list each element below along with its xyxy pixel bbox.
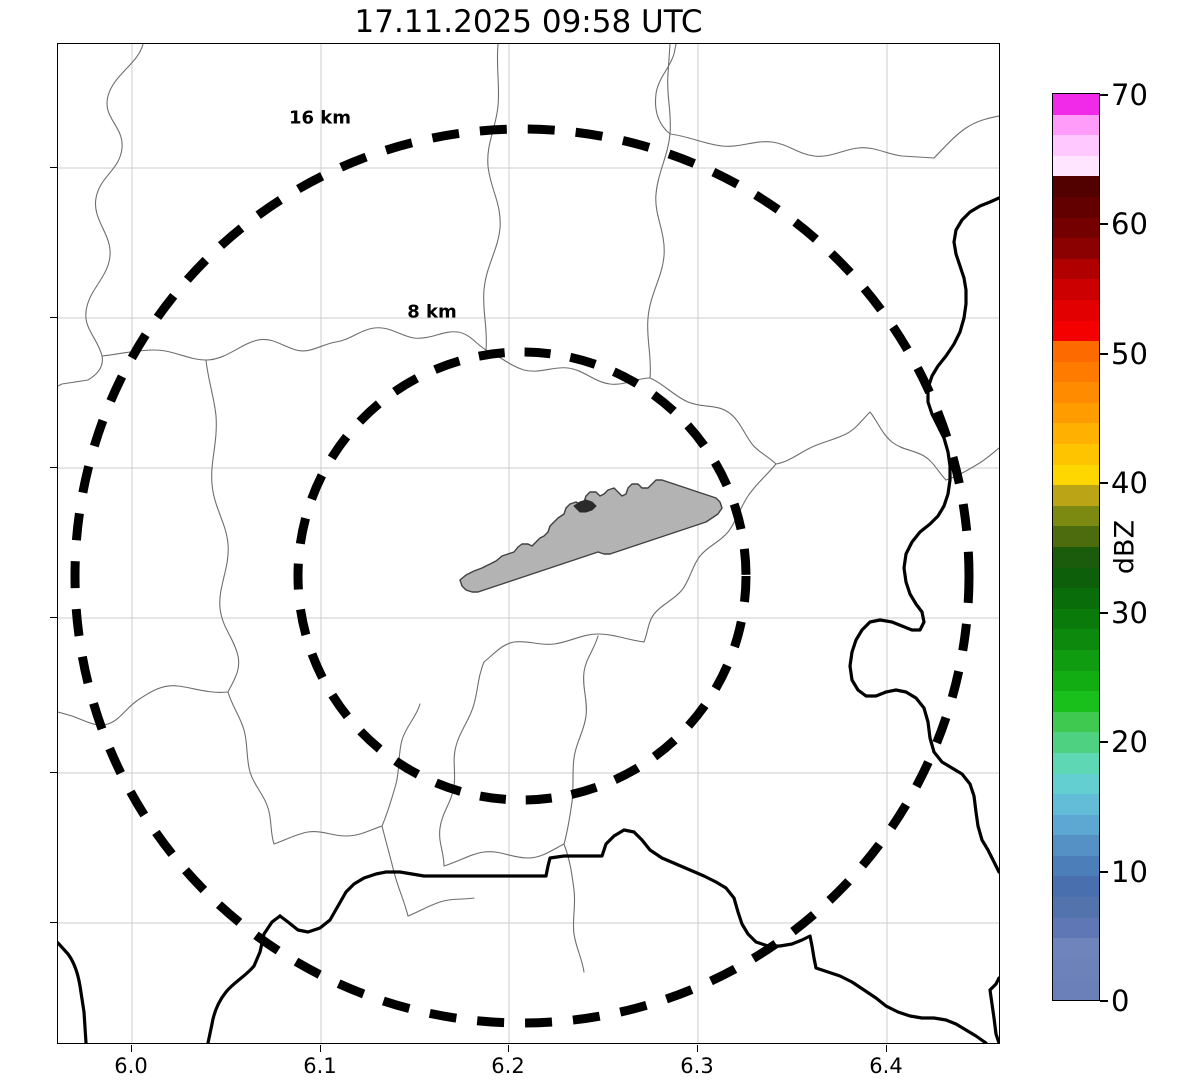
colorbar-band <box>1053 360 1099 383</box>
xtick-mark <box>697 1045 699 1052</box>
cb-tick-mark <box>1100 871 1108 873</box>
cb-tick-label: 30 <box>1111 596 1148 630</box>
colorbar-band <box>1053 442 1099 465</box>
colorbar-band <box>1053 525 1099 547</box>
colorbar-band <box>1053 484 1099 506</box>
colorbar-band <box>1053 134 1099 156</box>
colorbar-band <box>1053 957 1099 980</box>
colorbar-band <box>1053 669 1099 692</box>
range-ring-label-8km: 8 km <box>407 301 457 323</box>
xtick-label: 6.2 <box>491 1054 525 1078</box>
colorbar-band <box>1053 504 1099 527</box>
cb-tick-label: 20 <box>1111 725 1148 759</box>
colorbar-band <box>1053 216 1099 239</box>
colorbar-band <box>1053 401 1099 424</box>
page-title: 17.11.2025 09:58 UTC <box>354 4 703 40</box>
colorbar-band <box>1053 340 1099 362</box>
cb-tick-label: 0 <box>1111 984 1130 1018</box>
cb-tick-label: 10 <box>1111 855 1148 889</box>
map-plot-area[interactable]: 16 km 8 km <box>57 43 1000 1044</box>
colorbar-band <box>1053 422 1099 445</box>
cb-tick-mark <box>1100 741 1108 743</box>
xtick-label: 6.3 <box>680 1054 714 1078</box>
commune-boundaries <box>58 44 999 973</box>
cb-tick-mark <box>1100 223 1108 225</box>
ytick-mark <box>50 317 57 319</box>
colorbar[interactable] <box>1052 93 1100 1001</box>
city-polygon <box>459 479 723 593</box>
cb-tick-mark <box>1100 353 1108 355</box>
ytick-mark <box>50 467 57 469</box>
xtick-mark <box>508 1045 510 1052</box>
colorbar-band <box>1053 916 1099 939</box>
colorbar-band <box>1053 298 1099 321</box>
colorbar-band <box>1053 628 1099 650</box>
colorbar-band <box>1053 566 1099 589</box>
colorbar-band <box>1053 751 1099 774</box>
ytick-mark <box>50 772 57 774</box>
colorbar-band <box>1053 793 1099 815</box>
colorbar-band <box>1053 545 1099 568</box>
range-ring-16km <box>70 124 974 1028</box>
cb-tick-mark <box>1100 1000 1108 1002</box>
cb-tick-label: 60 <box>1111 207 1148 241</box>
colorbar-band <box>1053 772 1099 795</box>
colorbar-band <box>1053 937 1099 959</box>
cb-tick-label: 50 <box>1111 337 1148 371</box>
cb-tick-label: 40 <box>1111 466 1148 500</box>
national-border <box>58 196 999 1043</box>
cb-tick-mark <box>1100 482 1108 484</box>
colorbar-band <box>1053 237 1099 259</box>
colorbar-band <box>1053 278 1099 300</box>
ytick-mark <box>50 167 57 169</box>
colorbar-band <box>1053 731 1099 753</box>
colorbar-band <box>1053 175 1099 197</box>
xtick-mark <box>886 1045 888 1052</box>
cb-tick-mark <box>1100 612 1108 614</box>
colorbar-axis-label: dBZ <box>1109 519 1141 575</box>
colorbar-band <box>1053 895 1099 918</box>
colorbar-band <box>1053 319 1099 342</box>
colorbar-band <box>1053 854 1099 877</box>
colorbar-band <box>1053 113 1099 136</box>
xtick-mark <box>131 1045 133 1052</box>
colorbar-band <box>1053 257 1099 280</box>
range-ring-8km <box>293 347 751 805</box>
colorbar-band <box>1053 690 1099 712</box>
xtick-label: 6.4 <box>869 1054 903 1078</box>
xtick-label: 6.1 <box>303 1054 337 1078</box>
colorbar-band <box>1053 648 1099 671</box>
cb-tick-label: 70 <box>1111 78 1148 112</box>
xtick-mark <box>320 1045 322 1052</box>
ytick-mark <box>50 922 57 924</box>
colorbar-band <box>1053 710 1099 733</box>
range-ring-label-16km: 16 km <box>288 107 352 129</box>
colorbar-band <box>1053 587 1099 609</box>
colorbar-band <box>1053 381 1099 403</box>
ytick-mark <box>50 617 57 619</box>
colorbar-band <box>1053 154 1099 177</box>
colorbar-band <box>1053 607 1099 630</box>
colorbar-band <box>1053 875 1099 898</box>
colorbar-band <box>1053 463 1099 486</box>
colorbar-band <box>1053 834 1099 856</box>
colorbar-band <box>1053 978 1099 1000</box>
cb-tick-mark <box>1100 94 1108 96</box>
colorbar-band <box>1053 94 1099 115</box>
range-rings <box>70 124 974 1028</box>
map-svg <box>58 44 999 1043</box>
colorbar-band <box>1053 195 1099 218</box>
xtick-label: 6.0 <box>114 1054 148 1078</box>
colorbar-band <box>1053 813 1099 836</box>
